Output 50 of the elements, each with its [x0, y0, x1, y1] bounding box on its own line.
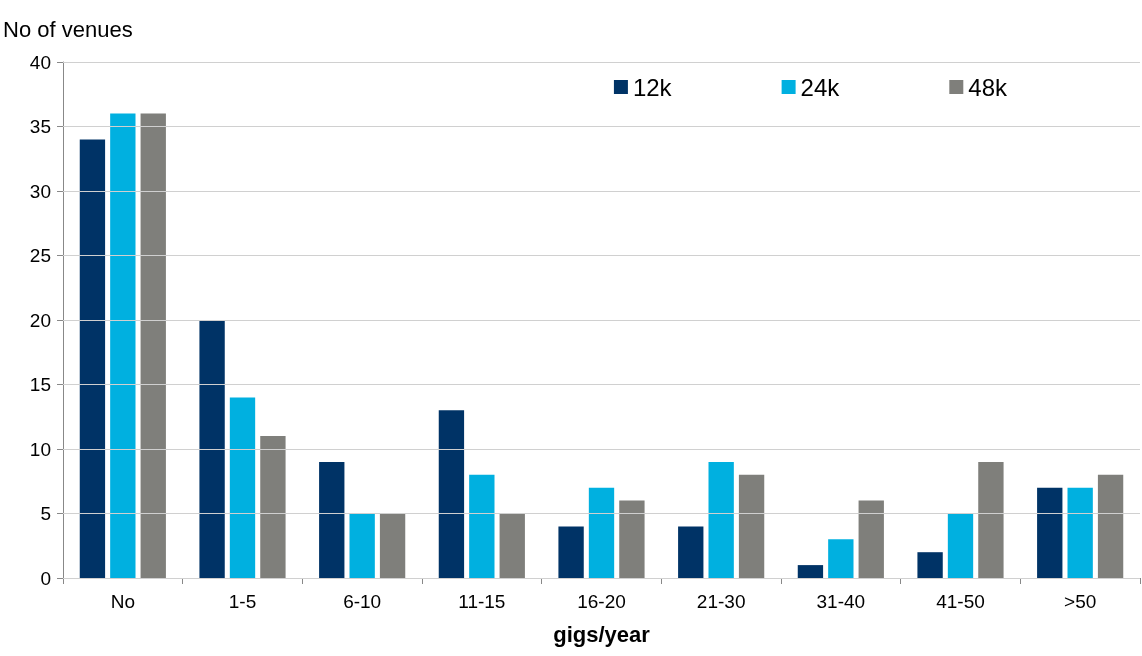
bar — [738, 474, 765, 578]
y-tick-label: 5 — [40, 503, 51, 524]
bar — [917, 552, 943, 578]
bar — [978, 461, 1004, 578]
x-tick-label: >50 — [1064, 591, 1097, 612]
y-tick-label: 20 — [29, 309, 51, 331]
y-tick-label: 0 — [40, 567, 51, 589]
bar — [79, 139, 106, 578]
bar — [110, 113, 136, 578]
y-axis-title: No of venues — [3, 16, 133, 42]
y-tick-label: 15 — [29, 374, 51, 395]
bar — [708, 461, 734, 578]
x-tick-label: 6-10 — [343, 591, 382, 612]
bar — [858, 500, 884, 578]
bar — [260, 436, 286, 578]
bar — [379, 513, 406, 578]
bar — [797, 565, 824, 578]
bar — [229, 397, 256, 578]
legend-label: 12k — [632, 73, 673, 101]
y-tick-label: 40 — [29, 51, 51, 73]
bar — [619, 500, 645, 578]
bar — [947, 513, 974, 578]
bar — [558, 526, 584, 578]
x-axis-title: gigs/year — [553, 621, 651, 647]
bar — [499, 513, 525, 578]
y-tick-label: 25 — [29, 245, 51, 266]
legend-label: 24k — [800, 73, 841, 101]
x-tick-label: 21-30 — [696, 591, 746, 612]
x-tick-label: 31-40 — [816, 591, 866, 612]
x-tick-label: No — [110, 591, 135, 612]
y-tick-label: 35 — [29, 116, 51, 137]
y-tick-label: 30 — [29, 180, 51, 202]
bar — [319, 461, 345, 578]
legend-label: 48k — [968, 73, 1008, 101]
x-tick-label: 16-20 — [577, 591, 626, 612]
bar — [140, 113, 166, 578]
bar — [828, 539, 854, 578]
bar — [588, 487, 615, 578]
bar — [1037, 487, 1063, 578]
bar — [1067, 487, 1093, 578]
y-tick-label: 10 — [29, 438, 51, 460]
bar — [678, 526, 704, 578]
x-tick-label: 41-50 — [936, 591, 985, 612]
x-tick-label: 1-5 — [228, 591, 257, 612]
bar — [1097, 474, 1124, 578]
bar — [349, 513, 375, 578]
bar — [199, 320, 225, 578]
bar — [469, 474, 495, 578]
bar — [438, 410, 465, 578]
x-tick-label: 11-15 — [458, 591, 506, 612]
